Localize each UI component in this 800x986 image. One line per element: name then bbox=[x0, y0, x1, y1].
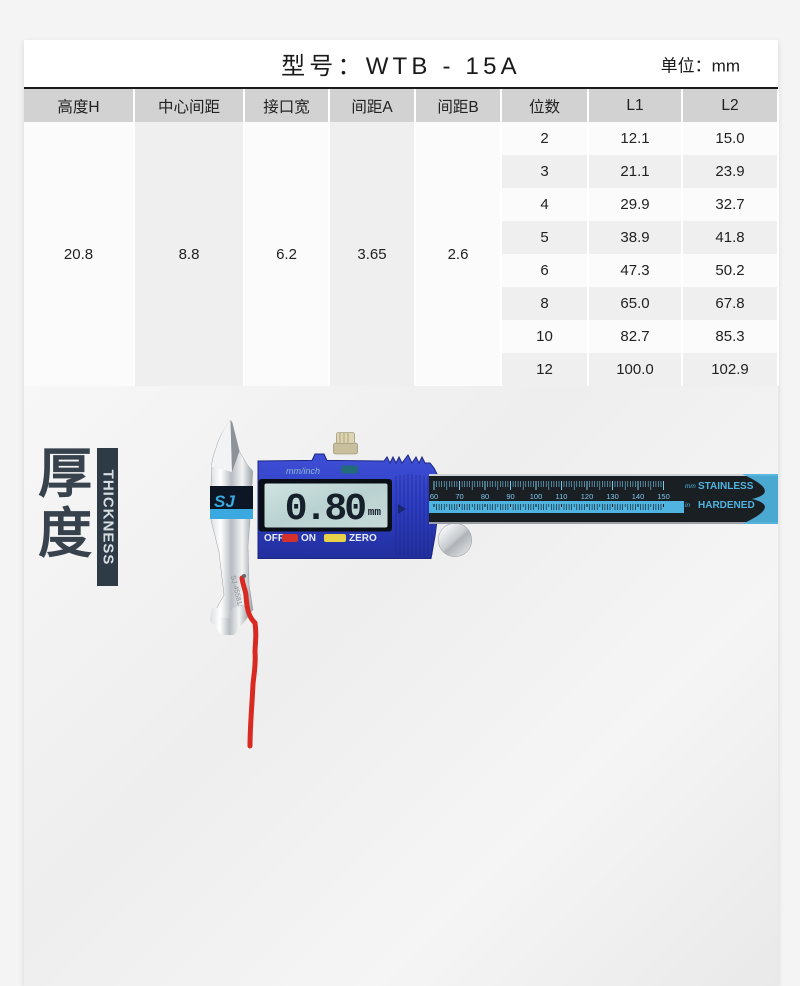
svg-text:140: 140 bbox=[632, 492, 645, 501]
svg-text:SJ: SJ bbox=[214, 492, 235, 511]
svg-text:mm: mm bbox=[685, 483, 696, 490]
svg-text:90: 90 bbox=[506, 492, 514, 501]
svg-text:HARDENED: HARDENED bbox=[698, 500, 755, 511]
svg-text:100: 100 bbox=[530, 492, 543, 501]
svg-text:STAINLESS: STAINLESS bbox=[698, 481, 754, 492]
svg-text:70: 70 bbox=[455, 492, 463, 501]
svg-text:150: 150 bbox=[657, 492, 670, 501]
svg-text:130: 130 bbox=[606, 492, 619, 501]
svg-text:in: in bbox=[685, 502, 690, 509]
svg-text:110: 110 bbox=[556, 492, 568, 501]
svg-text:OFF: OFF bbox=[264, 533, 284, 544]
svg-text:120: 120 bbox=[581, 492, 594, 501]
svg-text:ZERO: ZERO bbox=[349, 533, 377, 544]
svg-text:60: 60 bbox=[430, 492, 438, 501]
svg-text:mm/inch: mm/inch bbox=[286, 466, 320, 476]
svg-text:80: 80 bbox=[481, 492, 489, 501]
svg-text:0.80: 0.80 bbox=[285, 488, 365, 531]
svg-text:ON: ON bbox=[301, 533, 316, 544]
svg-text:mm: mm bbox=[368, 507, 382, 519]
